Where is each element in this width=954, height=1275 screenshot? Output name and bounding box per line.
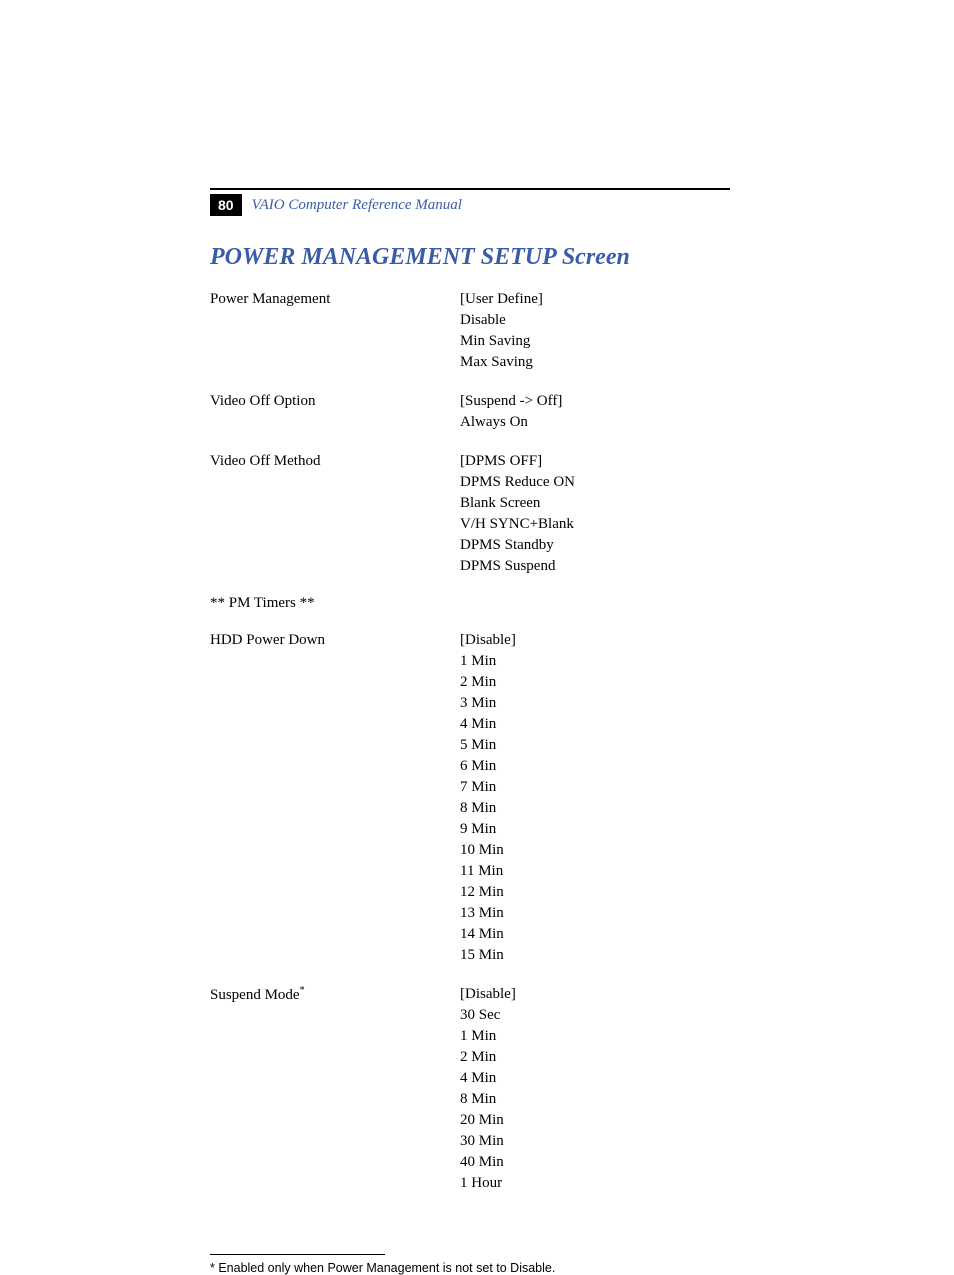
setting-value: 20 Min xyxy=(460,1110,730,1131)
setting-row: HDD Power Down[Disable]1 Min2 Min3 Min4 … xyxy=(210,630,730,966)
setting-value: 4 Min xyxy=(460,714,730,735)
setting-value: Always On xyxy=(460,412,730,433)
setting-value: 1 Hour xyxy=(460,1173,730,1194)
setting-value: DPMS Standby xyxy=(460,535,730,556)
setting-row: Suspend Mode*[Disable]30 Sec1 Min2 Min4 … xyxy=(210,984,730,1194)
setting-value: 30 Sec xyxy=(460,1005,730,1026)
pm-timers-container: HDD Power Down[Disable]1 Min2 Min3 Min4 … xyxy=(210,630,730,1194)
setting-values: [DPMS OFF]DPMS Reduce ONBlank ScreenV/H … xyxy=(460,451,730,577)
footnote-rule xyxy=(210,1254,385,1255)
setting-value: Disable xyxy=(460,310,730,331)
setting-value: DPMS Suspend xyxy=(460,556,730,577)
footnote-text: * Enabled only when Power Management is … xyxy=(210,1261,730,1275)
setting-value: [DPMS OFF] xyxy=(460,451,730,472)
setting-label: Video Off Option xyxy=(210,391,460,433)
setting-value: 30 Min xyxy=(460,1131,730,1152)
setting-value: 14 Min xyxy=(460,924,730,945)
setting-label: Video Off Method xyxy=(210,451,460,577)
setting-value: 3 Min xyxy=(460,693,730,714)
footnote-marker: * xyxy=(300,985,305,996)
setting-label: Power Management xyxy=(210,289,460,373)
setting-value: Blank Screen xyxy=(460,493,730,514)
setting-value: 5 Min xyxy=(460,735,730,756)
setting-values: [Disable]1 Min2 Min3 Min4 Min5 Min6 Min7… xyxy=(460,630,730,966)
setting-value: 1 Min xyxy=(460,1026,730,1047)
setting-value: 10 Min xyxy=(460,840,730,861)
page-content: 80 VAIO Computer Reference Manual POWER … xyxy=(210,188,730,1275)
page-number: 80 xyxy=(210,194,242,216)
setting-value: 11 Min xyxy=(460,861,730,882)
setting-value: 4 Min xyxy=(460,1068,730,1089)
setting-value: 8 Min xyxy=(460,1089,730,1110)
setting-value: [Disable] xyxy=(460,630,730,651)
setting-value: 40 Min xyxy=(460,1152,730,1173)
setting-value: V/H SYNC+Blank xyxy=(460,514,730,535)
settings-container: Power Management[User Define]DisableMin … xyxy=(210,289,730,577)
setting-value: 12 Min xyxy=(460,882,730,903)
setting-values: [User Define]DisableMin SavingMax Saving xyxy=(460,289,730,373)
setting-value: DPMS Reduce ON xyxy=(460,472,730,493)
section-title: POWER MANAGEMENT SETUP Screen xyxy=(210,244,730,271)
setting-label: HDD Power Down xyxy=(210,630,460,966)
setting-label: Suspend Mode* xyxy=(210,984,460,1194)
setting-value: 15 Min xyxy=(460,945,730,966)
setting-row: Power Management[User Define]DisableMin … xyxy=(210,289,730,373)
header-rule xyxy=(210,188,730,190)
setting-values: [Disable]30 Sec1 Min2 Min4 Min8 Min20 Mi… xyxy=(460,984,730,1194)
setting-value: 6 Min xyxy=(460,756,730,777)
setting-value: [Suspend -> Off] xyxy=(460,391,730,412)
header-row: 80 VAIO Computer Reference Manual xyxy=(210,194,730,216)
manual-title: VAIO Computer Reference Manual xyxy=(252,197,462,214)
setting-value: [Disable] xyxy=(460,984,730,1005)
setting-row: Video Off Method[DPMS OFF]DPMS Reduce ON… xyxy=(210,451,730,577)
setting-value: 9 Min xyxy=(460,819,730,840)
setting-value: 2 Min xyxy=(460,1047,730,1068)
setting-value: 8 Min xyxy=(460,798,730,819)
setting-value: 13 Min xyxy=(460,903,730,924)
setting-value: Min Saving xyxy=(460,331,730,352)
setting-value: [User Define] xyxy=(460,289,730,310)
setting-row: Video Off Option[Suspend -> Off]Always O… xyxy=(210,391,730,433)
setting-value: 1 Min xyxy=(460,651,730,672)
setting-value: 7 Min xyxy=(460,777,730,798)
setting-values: [Suspend -> Off]Always On xyxy=(460,391,730,433)
setting-value: 2 Min xyxy=(460,672,730,693)
pm-timers-header: ** PM Timers ** xyxy=(210,595,730,612)
setting-value: Max Saving xyxy=(460,352,730,373)
footnote-section: * Enabled only when Power Management is … xyxy=(210,1254,730,1275)
